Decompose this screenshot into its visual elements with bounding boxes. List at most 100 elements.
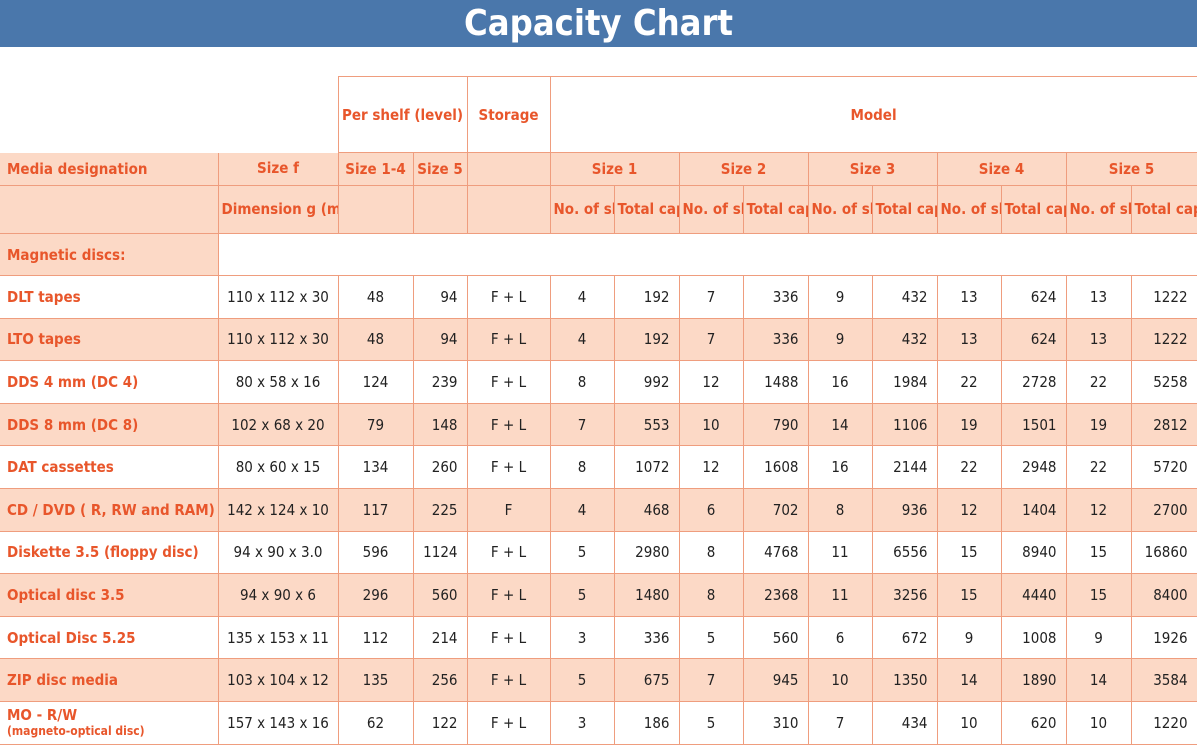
dimension-cell: 94 x 90 x 6 — [218, 573, 339, 617]
media-subtitle: (magneto-optical disc) — [7, 724, 145, 739]
per-shelf-size-1-4-cell: 79 — [338, 403, 414, 447]
total-capacity-cell: 624 — [1001, 318, 1067, 362]
media-designation-cell: DAT cassettes — [0, 445, 219, 489]
total-capacity-cell: 2980 — [614, 531, 680, 575]
total-capacity-header: Total capacity — [743, 185, 809, 234]
total-capacity-cell: 8400 — [1131, 573, 1197, 617]
size-5-header: Size 5 — [413, 152, 468, 186]
empty-corner — [0, 76, 339, 153]
total-capacity-cell: 553 — [614, 403, 680, 447]
media-name: ZIP disc media — [7, 671, 118, 690]
no-of-shelves-cell: 19 — [1066, 403, 1132, 447]
media-name: DDS 4 mm (DC 4) — [7, 372, 139, 391]
total-capacity-cell: 1222 — [1131, 275, 1197, 319]
dimension-cell: 94 x 90 x 3.0 — [218, 531, 339, 575]
per-shelf-size-5-cell: 94 — [413, 318, 468, 362]
total-capacity-cell: 192 — [614, 275, 680, 319]
total-capacity-cell: 434 — [872, 701, 938, 745]
no-of-shelves-cell: 4 — [550, 318, 615, 362]
total-capacity-cell: 936 — [872, 488, 938, 532]
media-designation-cell: Diskette 3.5 (floppy disc) — [0, 531, 219, 575]
per-shelf-size-1-4-cell: 596 — [338, 531, 414, 575]
table-row: MO - R/W (magneto-optical disc) 157 x 143 … — [0, 701, 1197, 745]
table-row: DLT tapes 110 x 112 x 30 48 94 F + L 4 192 7 336… — [0, 275, 1197, 319]
page-title: Capacity Chart — [0, 0, 1197, 47]
storage-header: Storage — [467, 76, 551, 153]
media-name: DDS 8 mm (DC 8) — [7, 415, 139, 434]
no-of-shelves-cell: 12 — [679, 445, 744, 489]
no-of-shelves-cell: 14 — [937, 658, 1002, 702]
dimension-cell: 80 x 58 x 16 — [218, 360, 339, 404]
total-capacity-cell: 8940 — [1001, 531, 1067, 575]
total-capacity-header: Total capacity — [1131, 185, 1197, 234]
total-capacity-cell: 1488 — [743, 360, 809, 404]
media-designation-cell: CD / DVD ( R, RW and RAM) — [0, 488, 219, 532]
size-1-4-subheader-empty — [338, 185, 414, 234]
total-capacity-cell: 5720 — [1131, 445, 1197, 489]
per-shelf-size-5-cell: 122 — [413, 701, 468, 745]
total-capacity-cell: 1222 — [1131, 318, 1197, 362]
model-header: Model — [550, 76, 1197, 153]
table-row: CD / DVD ( R, RW and RAM) 142 x 124 x 10 1… — [0, 488, 1197, 532]
total-capacity-cell: 702 — [743, 488, 809, 532]
storage-subheader-empty — [467, 152, 551, 186]
total-capacity-cell: 1106 — [872, 403, 938, 447]
no-of-shelves-cell: 13 — [937, 275, 1002, 319]
no-of-shelves-cell: 7 — [679, 658, 744, 702]
storage-cell: F + L — [467, 360, 551, 404]
no-of-shelves-cell: 22 — [937, 360, 1002, 404]
total-capacity-header: Total capacity — [1001, 185, 1067, 234]
no-of-shelves-cell: 13 — [1066, 275, 1132, 319]
storage-cell: F + L — [467, 616, 551, 660]
no-of-shelves-cell: 3 — [550, 701, 615, 745]
total-capacity-cell: 2144 — [872, 445, 938, 489]
total-capacity-cell: 468 — [614, 488, 680, 532]
total-capacity-cell: 2728 — [1001, 360, 1067, 404]
per-shelf-size-5-cell: 94 — [413, 275, 468, 319]
no-of-shelves-header: No. of shelves — [808, 185, 873, 234]
per-shelf-size-5-cell: 260 — [413, 445, 468, 489]
no-of-shelves-cell: 5 — [679, 701, 744, 745]
storage-cell: F + L — [467, 318, 551, 362]
total-capacity-cell: 1501 — [1001, 403, 1067, 447]
no-of-shelves-cell: 5 — [679, 616, 744, 660]
no-of-shelves-cell: 9 — [808, 275, 873, 319]
no-of-shelves-cell: 4 — [550, 488, 615, 532]
size-1-4-header: Size 1-4 — [338, 152, 414, 186]
no-of-shelves-cell: 8 — [550, 445, 615, 489]
total-capacity-cell: 624 — [1001, 275, 1067, 319]
no-of-shelves-cell: 10 — [808, 658, 873, 702]
media-name: MO - R/W — [7, 706, 78, 725]
capacity-table: Per shelf (level) Storage Model Media de… — [0, 76, 1197, 745]
total-capacity-cell: 1008 — [1001, 616, 1067, 660]
no-of-shelves-cell: 15 — [1066, 573, 1132, 617]
total-capacity-cell: 336 — [743, 318, 809, 362]
media-name: Diskette 3.5 (floppy disc) — [7, 543, 199, 562]
total-capacity-cell: 310 — [743, 701, 809, 745]
no-of-shelves-cell: 11 — [808, 531, 873, 575]
per-shelf-size-5-cell: 148 — [413, 403, 468, 447]
media-designation-cell: DDS 8 mm (DC 8) — [0, 403, 219, 447]
total-capacity-header: Total capacity — [872, 185, 938, 234]
total-capacity-cell: 3584 — [1131, 658, 1197, 702]
section-row-empty — [218, 233, 1197, 276]
no-of-shelves-cell: 8 — [550, 360, 615, 404]
total-capacity-cell: 2812 — [1131, 403, 1197, 447]
total-capacity-cell: 1072 — [614, 445, 680, 489]
no-of-shelves-cell: 6 — [679, 488, 744, 532]
no-of-shelves-cell: 8 — [679, 531, 744, 575]
media-designation-header: Media designation — [0, 152, 219, 186]
no-of-shelves-cell: 12 — [679, 360, 744, 404]
total-capacity-cell: 675 — [614, 658, 680, 702]
model-size-3-header: Size 3 — [808, 152, 938, 186]
no-of-shelves-cell: 22 — [1066, 445, 1132, 489]
table-row: Optical Disc 5.25 135 x 153 x 11 112 214 F +… — [0, 616, 1197, 660]
per-shelf-size-1-4-cell: 48 — [338, 275, 414, 319]
no-of-shelves-cell: 10 — [1066, 701, 1132, 745]
no-of-shelves-header: No. of shelves — [1066, 185, 1132, 234]
dimension-header: Dimension g (mm) — [218, 185, 339, 234]
per-shelf-size-1-4-cell: 117 — [338, 488, 414, 532]
total-capacity-cell: 336 — [614, 616, 680, 660]
